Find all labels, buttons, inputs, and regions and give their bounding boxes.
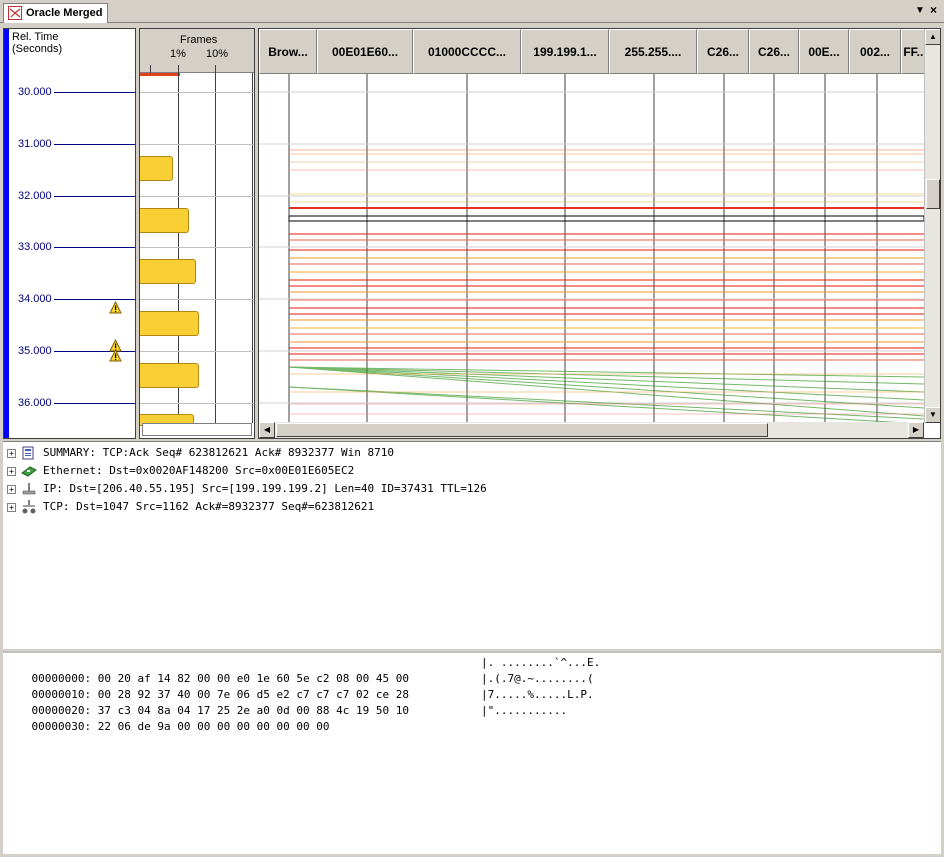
horizontal-scroll-thumb[interactable] xyxy=(276,423,768,437)
hex-offset: 00000010: xyxy=(31,688,92,701)
frames-bar xyxy=(140,311,199,336)
frames-grid-line xyxy=(215,73,216,423)
time-axis-pane: Rel. Time (Seconds) 30.000 31.000 32.000… xyxy=(3,28,136,439)
time-tick-label: 30.000 xyxy=(18,86,52,98)
flow-lines-canvas[interactable] xyxy=(259,74,924,424)
hex-row: 00000030: 22 06 de 9a 00 00 00 00 00 00 … xyxy=(5,703,330,733)
ethernet-icon xyxy=(21,466,37,477)
scroll-down-button[interactable]: ▼ xyxy=(925,407,940,423)
scroll-right-button[interactable]: ▶ xyxy=(908,422,924,438)
tab-title: Oracle Merged xyxy=(26,7,103,19)
time-tick-line xyxy=(54,92,135,93)
detail-row-summary[interactable]: + SUMMARY: TCP:Ack Seq# 623812621 Ack# 8… xyxy=(7,444,937,462)
time-axis-header-line2: (Seconds) xyxy=(12,43,63,55)
time-tick-label: 34.000 xyxy=(18,293,52,305)
frames-grid-line xyxy=(252,73,253,423)
scroll-up-button[interactable]: ▲ xyxy=(925,29,940,45)
time-tick-line xyxy=(54,144,135,145)
time-tick-label: 32.000 xyxy=(18,190,52,202)
frames-bar xyxy=(140,208,189,233)
flow-vertical-scrollbar[interactable]: ▲ ▼ xyxy=(924,29,940,423)
detail-row-tcp[interactable]: + TCP: Dst=1047 Src=1162 Ack#=8932377 Se… xyxy=(7,498,937,516)
time-tick-label: 33.000 xyxy=(18,241,52,253)
frames-bar xyxy=(140,259,196,284)
expand-icon[interactable]: + xyxy=(7,503,16,512)
tcp-icon xyxy=(22,500,36,514)
frames-bar xyxy=(140,156,173,181)
frames-horizontal-scrollbar[interactable] xyxy=(142,423,252,436)
hex-row: 00000000: 00 20 af 14 82 00 00 e0 1e 60 … xyxy=(5,655,410,685)
tab-bar: Oracle Merged ▼ × xyxy=(0,0,944,23)
detail-text: TCP: Dst=1047 Src=1162 Ack#=8932377 Seq#… xyxy=(43,500,375,513)
detail-text: IP: Dst=[206.40.55.195] Src=[199.199.199… xyxy=(43,482,487,495)
hex-bytes: 37 c3 04 8a 04 17 25 2e a0 0d 00 88 4c 1… xyxy=(97,704,409,717)
time-axis-bar xyxy=(4,29,9,438)
frames-bar xyxy=(140,363,199,388)
flow-horizontal-scrollbar[interactable]: ◀ ▶ xyxy=(259,422,924,438)
expand-icon[interactable]: + xyxy=(7,449,16,458)
detail-row-ip[interactable]: + IP: Dst=[206.40.55.195] Src=[199.199.1… xyxy=(7,480,937,498)
column-header[interactable]: 01000CCCC... xyxy=(413,29,521,74)
hex-ascii: |7.....%.....L.P. xyxy=(481,688,594,701)
expand-icon[interactable]: + xyxy=(7,485,16,494)
frame-flow-diagram: Brow... 00E01E60... 01000CCCC... 199.199… xyxy=(258,28,941,439)
hex-ascii: |.(.7@.~........( xyxy=(481,672,594,685)
time-tick-line xyxy=(54,403,135,404)
hex-offset: 00000020: xyxy=(31,704,92,717)
frames-scale-1pct: 1% xyxy=(170,48,186,60)
frames-scale-marker xyxy=(140,73,180,76)
close-icon[interactable]: × xyxy=(930,3,938,17)
frames-scale-10pct: 10% xyxy=(206,48,229,60)
column-header[interactable]: Brow... xyxy=(259,29,317,74)
detail-text: SUMMARY: TCP:Ack Seq# 623812621 Ack# 893… xyxy=(43,446,394,459)
time-tick-line xyxy=(54,247,135,248)
hex-bytes: 22 06 de 9a 00 00 00 00 00 00 00 00 xyxy=(97,720,330,733)
frame-flow-view: Rel. Time (Seconds) 30.000 31.000 32.000… xyxy=(3,25,941,439)
detail-text: Ethernet: Dst=0x0020AF148200 Src=0x00E01… xyxy=(43,464,355,477)
time-tick-line xyxy=(54,299,135,300)
frames-header: Frames 1% 10% xyxy=(140,29,254,76)
tab-oracle-merged[interactable]: Oracle Merged xyxy=(3,3,108,23)
warning-icon[interactable] xyxy=(109,301,122,314)
column-header[interactable]: 255.255.... xyxy=(609,29,697,74)
frame-details-pane: + SUMMARY: TCP:Ack Seq# 623812621 Ack# 8… xyxy=(3,441,941,649)
hex-offset: 00000030: xyxy=(31,720,92,733)
hex-ascii: |. ........`^...E. xyxy=(481,656,601,669)
capture-file-icon xyxy=(8,6,22,20)
time-axis-header: Rel. Time (Seconds) xyxy=(12,31,62,55)
time-tick-label: 35.000 xyxy=(18,345,52,357)
column-header[interactable]: 00E... xyxy=(799,29,849,74)
column-header[interactable]: C26... xyxy=(749,29,799,74)
time-tick-line xyxy=(54,351,135,352)
dropdown-arrow-icon[interactable]: ▼ xyxy=(915,5,925,16)
column-header[interactable]: 00E01E60... xyxy=(317,29,413,74)
ip-icon xyxy=(22,483,36,495)
warning-icon[interactable] xyxy=(109,349,122,362)
expand-icon[interactable]: + xyxy=(7,467,16,476)
hex-bytes: 00 28 92 37 40 00 7e 06 d5 e2 c7 c7 c7 0… xyxy=(97,688,409,701)
column-header[interactable]: 002... xyxy=(849,29,901,74)
time-tick-line xyxy=(54,196,135,197)
hex-bytes: 00 20 af 14 82 00 00 e0 1e 60 5e c2 08 0… xyxy=(97,672,409,685)
scroll-left-button[interactable]: ◀ xyxy=(259,422,275,438)
summary-icon xyxy=(22,446,34,460)
frames-histogram-pane: Frames 1% 10% xyxy=(139,28,255,439)
vertical-scroll-thumb[interactable] xyxy=(926,179,940,209)
hex-row: 00000010: 00 28 92 37 40 00 7e 06 d5 e2 … xyxy=(5,671,410,701)
hex-ascii: |"........... xyxy=(481,704,568,717)
detail-row-ethernet[interactable]: + Ethernet: Dst=0x0020AF148200 Src=0x00E… xyxy=(7,462,937,480)
hex-row: 00000020: 37 c3 04 8a 04 17 25 2e a0 0d … xyxy=(5,687,410,717)
time-axis-header-line1: Rel. Time xyxy=(12,31,59,43)
column-header[interactable]: 199.199.1... xyxy=(521,29,609,74)
time-tick-label: 36.000 xyxy=(18,397,52,409)
frames-grid-line xyxy=(178,73,179,423)
hex-offset: 00000000: xyxy=(31,672,92,685)
frames-title: Frames xyxy=(180,34,218,46)
hex-dump-pane[interactable]: 00000000: 00 20 af 14 82 00 00 e0 1e 60 … xyxy=(3,651,941,854)
time-tick-label: 31.000 xyxy=(18,138,52,150)
column-header[interactable]: C26... xyxy=(697,29,749,74)
